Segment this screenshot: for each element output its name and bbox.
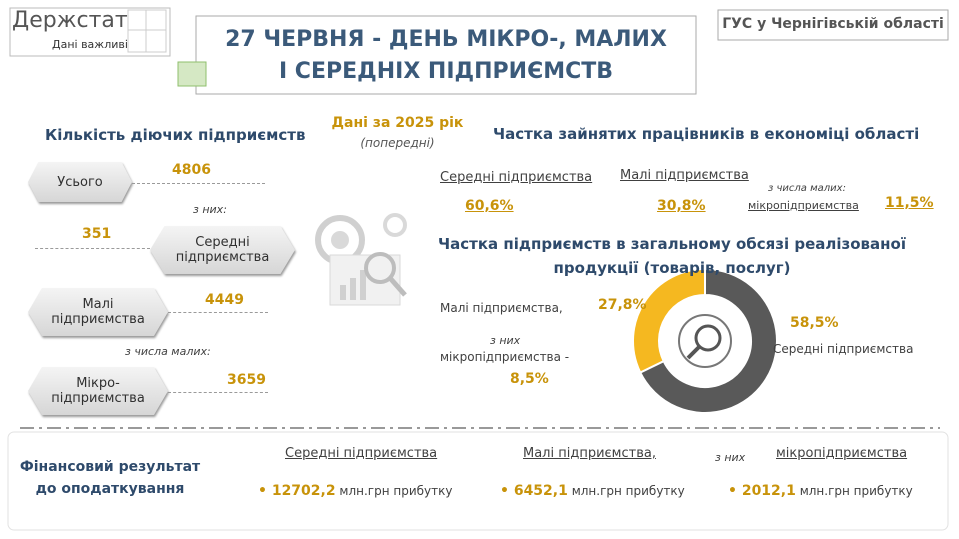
label: мікропідприємства - (440, 350, 570, 364)
label-micro: Мікро-підприємства (28, 367, 168, 415)
note: з числа малих: (125, 345, 211, 358)
logo-grid (127, 9, 167, 53)
value: 30,8% (657, 198, 706, 214)
period: Дані за 2025 рік (331, 115, 464, 131)
donut-segment (632, 267, 706, 374)
finance-title: Фінансовий результат до оподаткування (19, 459, 201, 497)
chart-title: Частка підприємств в загальному обсязі р… (438, 235, 906, 277)
value: 8,5% (510, 371, 549, 387)
illustration (315, 213, 407, 306)
value: 11,5% (885, 195, 934, 211)
note: з них (715, 451, 746, 464)
title-line: 27 ЧЕРВНЯ - ДЕНЬ МІКРО-, МАЛИХ (225, 27, 667, 52)
label: Малі підприємства, (523, 446, 656, 461)
unit: млн.грн прибутку (339, 484, 453, 498)
value: 4806 (172, 162, 211, 178)
value: 12702,2 (258, 483, 336, 499)
value-label: 27,8% (598, 297, 647, 313)
donut-icon (678, 314, 732, 368)
legend-label: Середні підприємства (773, 342, 914, 356)
donut-segment (638, 267, 778, 414)
label: Середні підприємства (285, 446, 438, 461)
org-box (717, 9, 949, 41)
unit: млн.грн прибутку (799, 484, 913, 498)
label: Середні підприємства (440, 170, 593, 185)
finance-frame (7, 431, 949, 531)
donut-icon (694, 324, 722, 352)
label-small: Малі підприємства (28, 288, 168, 336)
value: 2012,1 (728, 483, 796, 499)
label: мікропідприємства (748, 199, 859, 212)
value: 6452,1 (500, 483, 568, 499)
label: мікропідприємства (776, 446, 908, 461)
donut-icon (686, 345, 701, 360)
logo-tagline: Дані важливі (52, 38, 128, 51)
value-label: 58,5% (790, 315, 839, 331)
value: 60,6% (465, 198, 514, 214)
legend-label: Малі підприємства, (440, 301, 563, 315)
period-note: (попередні) (360, 136, 435, 150)
section-title: Кількість діючих підприємств (45, 126, 306, 144)
title-box (195, 15, 697, 95)
label: Малі підприємства (620, 168, 749, 183)
note: з числа малих: (768, 183, 846, 194)
value: 3659 (227, 372, 266, 388)
label-total: Усього (28, 162, 132, 202)
title-line: І СЕРЕДНІХ ПІДПРИЄМСТВ (278, 59, 614, 84)
section-title: Частка зайнятих працівників в економіці … (493, 125, 920, 143)
note: з них (490, 334, 521, 347)
note: з них: (193, 203, 227, 216)
label-medium: Середні підприємства (150, 226, 295, 274)
value: 351 (82, 226, 112, 242)
logo-name: Держстат (12, 8, 128, 33)
org: ГУС у Чернігівській області (722, 16, 944, 32)
unit: млн.грн прибутку (571, 484, 685, 498)
value: 4449 (205, 292, 244, 308)
logo-box (9, 7, 171, 57)
accent-square (177, 61, 207, 87)
